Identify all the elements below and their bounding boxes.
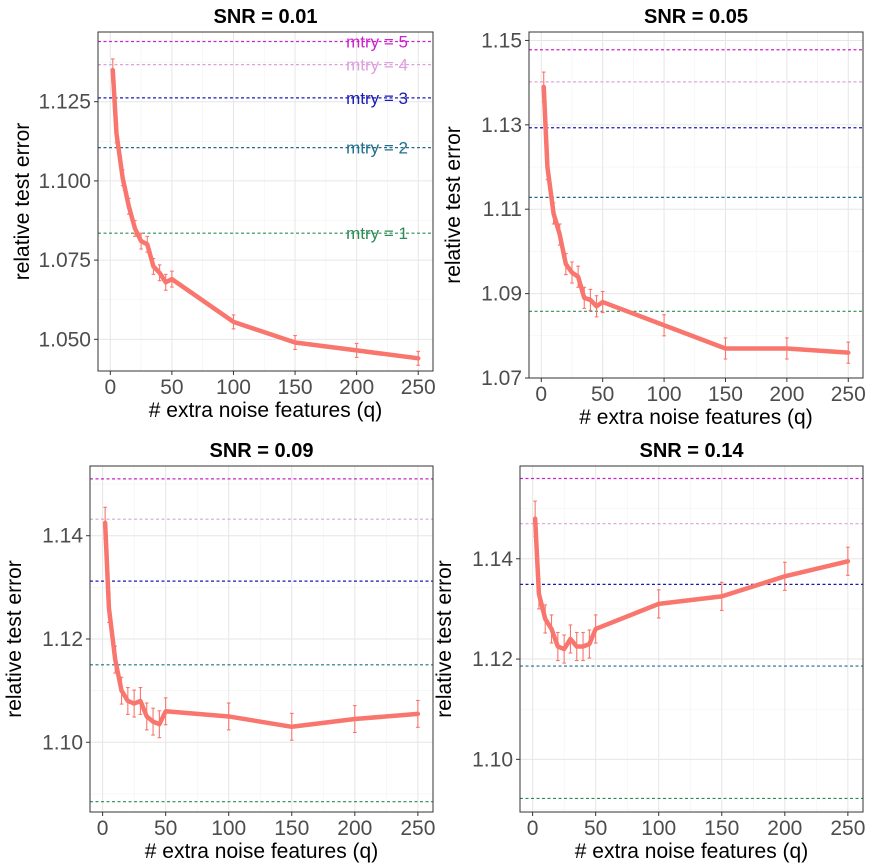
y-tick-label: 1.13 <box>481 114 522 137</box>
x-tick-label: 100 <box>647 383 682 406</box>
reference-line-label: mtry = 2 <box>346 139 408 158</box>
panel-title: SNR = 0.01 <box>214 6 318 28</box>
x-tick-label: 50 <box>591 383 614 406</box>
panel-title: SNR = 0.05 <box>644 6 748 28</box>
x-tick-label: 200 <box>339 376 374 399</box>
plot-area <box>529 32 863 378</box>
x-tick-label: 250 <box>401 376 436 399</box>
chart-panel-1: mtry = 1 mtry = 2 mtry = 3 mtry = 4 mtry = 5… <box>11 6 436 422</box>
plot-area <box>98 32 433 371</box>
y-tick-label: 1.11 <box>483 198 522 221</box>
x-tick-label: 0 <box>535 383 547 406</box>
series-line <box>532 516 851 652</box>
y-tick-label: 1.12 <box>472 648 513 671</box>
y-tick-label: 1.125 <box>38 91 91 114</box>
x-tick-label: 0 <box>97 817 109 840</box>
x-tick-label: 200 <box>769 383 804 406</box>
reference-line-label: mtry = 5 <box>346 33 408 52</box>
x-tick-label: 50 <box>584 817 607 840</box>
y-tick-label: 1.075 <box>38 249 91 272</box>
x-tick-label: 0 <box>104 376 116 399</box>
y-axis-title: relative test error <box>442 126 465 284</box>
panel-title: SNR = 0.09 <box>210 440 314 462</box>
chart-panel-4: 0 50 100 150 200 250 1.10 1.12 1.14 SNR = 0.14 # e… <box>433 440 865 863</box>
x-axis-title: # extra noise features (q) <box>575 840 808 863</box>
x-tick-label: 200 <box>767 817 802 840</box>
x-tick-label: 150 <box>274 817 309 840</box>
x-axis-title: # extra noise features (q) <box>149 399 382 422</box>
reference-line-label: mtry = 4 <box>346 56 408 75</box>
x-tick-label: 150 <box>708 383 743 406</box>
x-axis-title: # extra noise features (q) <box>145 840 378 863</box>
y-tick-label: 1.050 <box>38 328 91 351</box>
y-axis-title: relative test error <box>3 560 26 718</box>
panel-border <box>519 465 864 813</box>
x-tick-label: 100 <box>216 376 251 399</box>
chart-panel-3: 0 50 100 150 200 250 1.10 1.12 1.14 SNR = 0.09 # e… <box>3 440 435 863</box>
y-tick-label: 1.15 <box>481 29 522 52</box>
y-tick-label: 1.09 <box>481 283 522 306</box>
x-tick-label: 150 <box>278 376 313 399</box>
y-tick-label: 1.14 <box>42 525 83 548</box>
x-tick-label: 250 <box>830 817 865 840</box>
x-tick-label: 250 <box>831 383 866 406</box>
x-tick-label: 100 <box>641 817 676 840</box>
panel-border <box>528 31 864 379</box>
x-tick-label: 50 <box>154 817 177 840</box>
y-tick-label: 1.12 <box>42 628 83 651</box>
y-tick-label: 1.07 <box>481 367 522 390</box>
panel-border <box>97 31 434 372</box>
panel-title: SNR = 0.14 <box>640 440 745 462</box>
reference-line-label: mtry = 3 <box>346 89 408 108</box>
x-axis-title: # extra noise features (q) <box>579 406 812 429</box>
y-axis-title: relative test error <box>11 123 34 281</box>
series-line <box>541 84 851 355</box>
x-tick-label: 100 <box>211 817 246 840</box>
x-tick-label: 150 <box>704 817 739 840</box>
series-line <box>102 520 421 730</box>
y-tick-label: 1.10 <box>472 748 513 771</box>
reference-line-label: mtry = 1 <box>346 224 408 243</box>
y-tick-label: 1.10 <box>42 731 83 754</box>
series-line <box>110 67 421 361</box>
x-tick-label: 0 <box>527 817 539 840</box>
y-tick-label: 1.100 <box>38 170 91 193</box>
chart-panel-2: 0 50 100 150 200 250 1.07 1.09 1.11 1.13 1.15 SNR =… <box>442 6 866 429</box>
x-tick-label: 50 <box>160 376 183 399</box>
y-tick-label: 1.14 <box>472 548 513 571</box>
x-tick-label: 200 <box>337 817 372 840</box>
y-axis-title: relative test error <box>433 560 456 718</box>
x-tick-label: 250 <box>400 817 435 840</box>
